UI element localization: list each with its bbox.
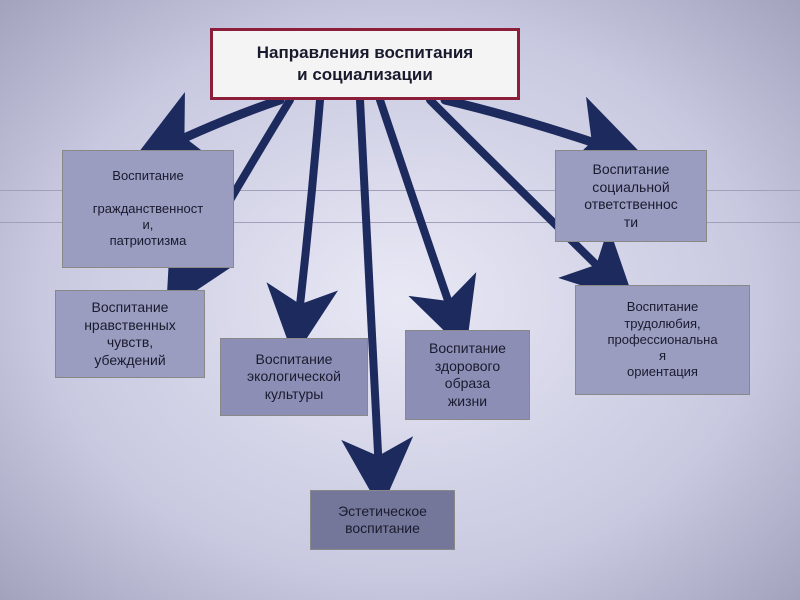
node-n1: Воспитание гражданственност и, патриотиз… (62, 150, 234, 268)
node-label: Воспитание здорового образа жизни (429, 340, 506, 410)
node-n6: Воспитание трудолюбия, профессиональна я… (575, 285, 750, 395)
root-label: Направления воспитания и социализации (257, 42, 473, 86)
node-label: Воспитание социальной ответственнос ти (584, 161, 677, 231)
node-label: Воспитание нравственных чувств, убеждени… (84, 299, 176, 369)
root-node: Направления воспитания и социализации (210, 28, 520, 100)
node-n7: Эстетическое воспитание (310, 490, 455, 550)
node-n2: Воспитание социальной ответственнос ти (555, 150, 707, 242)
node-label: Воспитание гражданственност и, патриотиз… (93, 168, 203, 249)
node-n3: Воспитание нравственных чувств, убеждени… (55, 290, 205, 378)
node-n5: Воспитание здорового образа жизни (405, 330, 530, 420)
node-n4: Воспитание экологической культуры (220, 338, 368, 416)
node-label: Воспитание трудолюбия, профессиональна я… (607, 299, 717, 380)
node-label: Воспитание экологической культуры (247, 351, 341, 404)
node-label: Эстетическое воспитание (338, 503, 427, 538)
